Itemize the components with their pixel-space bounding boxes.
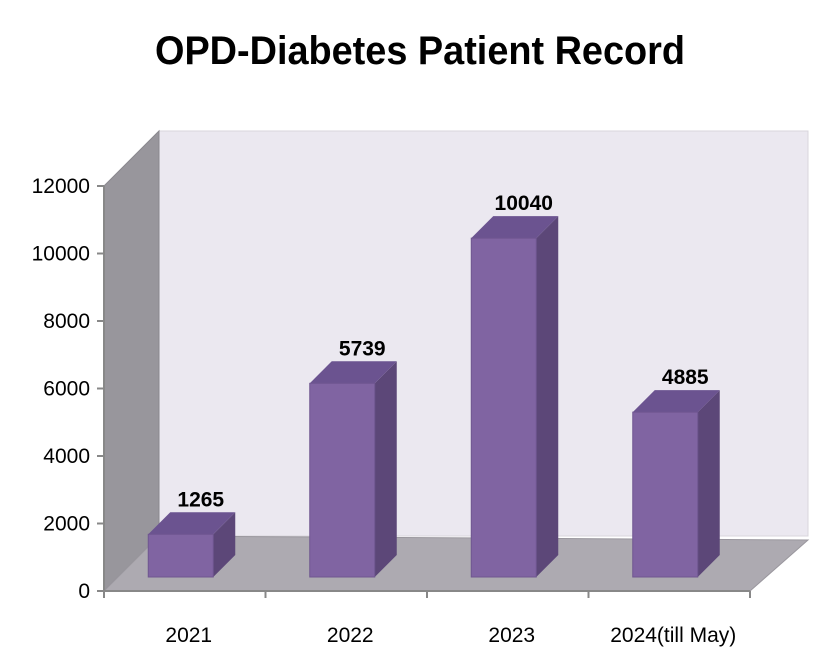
bar-side [374,361,397,577]
y-tick-label: 4000 [43,445,90,468]
bar-top [471,216,559,239]
bar [470,237,537,578]
axes: 0 2000 4000 6000 8000 10000 12000 2021 2022 2023 2… [32,175,751,647]
side-wall [103,129,160,593]
x-tick-label: 2023 [488,624,535,647]
bars: 1265 5739 10040 4885 [147,192,720,578]
bar-top [148,512,236,535]
y-tick-label: 6000 [43,378,90,401]
bar-top [309,361,397,384]
y-tick-label: 0 [78,580,90,603]
bar [632,411,699,578]
data-label: 1265 [177,488,224,511]
bar [309,382,376,578]
y-tick-label: 12000 [32,175,90,198]
y-tick-label: 8000 [43,310,90,333]
data-label: 4885 [662,366,709,389]
x-tick-label: 2024(till May) [610,624,736,647]
x-tick-label: 2021 [165,624,212,647]
bar [147,533,214,578]
chart-title: OPD-Diabetes Patient Record [155,29,685,73]
bar-side [697,390,720,577]
x-tick-label: 2022 [327,624,374,647]
y-tick-label: 2000 [43,513,90,536]
data-label: 10040 [495,192,553,215]
bar-side [536,216,559,577]
bar-side [213,512,236,577]
bar-top [632,390,720,413]
data-label: 5739 [339,337,386,360]
y-tick-label: 10000 [32,243,90,266]
